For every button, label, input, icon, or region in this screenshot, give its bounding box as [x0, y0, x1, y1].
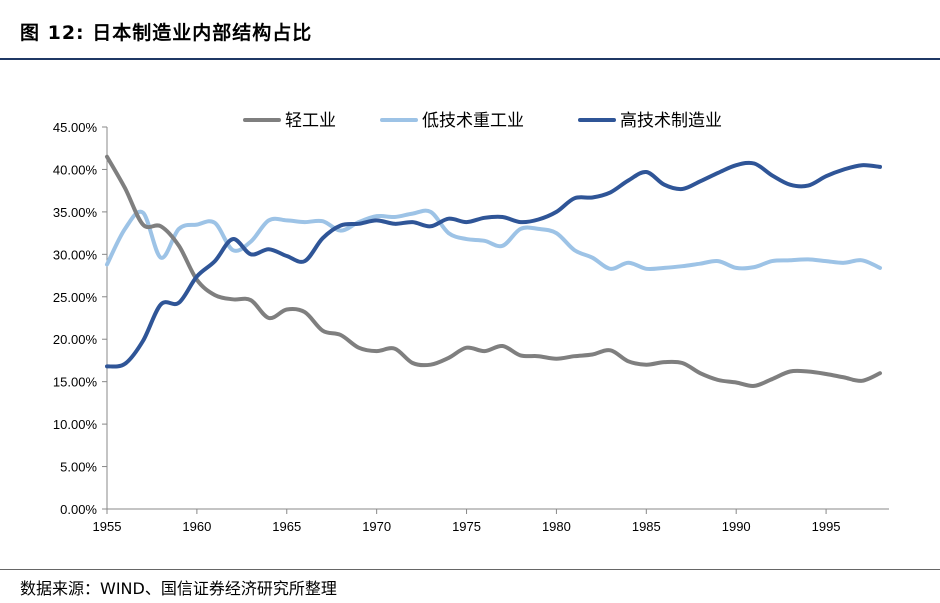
- footer-divider: [0, 569, 940, 570]
- figure-title: 图 12: 日本制造业内部结构占比: [20, 22, 313, 44]
- y-tick-label: 15.00%: [53, 375, 98, 390]
- x-tick-label: 1980: [542, 519, 571, 534]
- x-tick-label: 1960: [182, 519, 211, 534]
- x-axis: 1955 1960 1965 1970 1975 1980 1985 1990 1995: [93, 508, 889, 534]
- y-tick-label: 45.00%: [53, 120, 98, 135]
- legend-label-3: 高技术制造业: [620, 111, 722, 131]
- x-tick-label: 1985: [632, 519, 661, 534]
- series-line-3: [105, 160, 882, 369]
- y-tick-label: 10.00%: [53, 417, 98, 432]
- legend-label-1: 轻工业: [285, 111, 336, 131]
- figure-header: 图 12: 日本制造业内部结构占比: [0, 0, 940, 60]
- y-tick-label: 35.00%: [53, 205, 98, 220]
- y-tick-label: 0.00%: [60, 502, 97, 517]
- series-line-1: [105, 154, 882, 388]
- y-tick-label: 30.00%: [53, 247, 98, 262]
- y-axis: 0.00% 5.00% 10.00% 15.00% 20.00% 25.00% 30.00%…: [53, 120, 108, 517]
- source-note: 数据来源：WIND、国信证券经济研究所整理: [20, 579, 337, 598]
- legend-label-2: 低技术重工业: [422, 111, 524, 131]
- series-lines: [105, 154, 882, 388]
- y-tick-label: 20.00%: [53, 332, 98, 347]
- x-tick-label: 1955: [93, 519, 122, 534]
- x-tick-label: 1970: [362, 519, 391, 534]
- x-tick-label: 1965: [272, 519, 301, 534]
- x-tick-label: 1995: [812, 519, 841, 534]
- x-tick-label: 1975: [452, 519, 481, 534]
- series-line-2: [105, 208, 882, 272]
- header-divider: [0, 58, 940, 60]
- line-chart: 0.00% 5.00% 10.00% 15.00% 20.00% 25.00% 30.00%…: [53, 111, 889, 534]
- y-tick-label: 5.00%: [60, 460, 97, 475]
- y-tick-label: 40.00%: [53, 162, 98, 177]
- x-tick-label: 1990: [722, 519, 751, 534]
- legend: 轻工业 低技术重工业 高技术制造业: [243, 111, 722, 131]
- y-tick-label: 25.00%: [53, 290, 98, 305]
